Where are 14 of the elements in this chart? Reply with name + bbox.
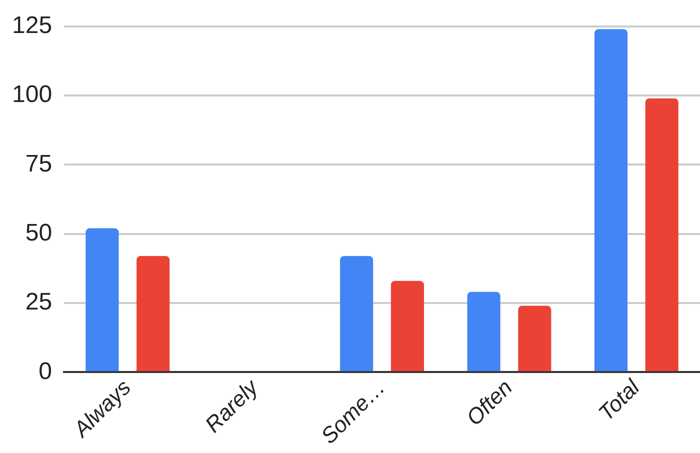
y-tick-label: 25 xyxy=(25,288,52,316)
y-tick-label: 50 xyxy=(25,219,52,246)
y-tick-label: 0 xyxy=(38,358,52,385)
bar xyxy=(340,256,374,372)
bar xyxy=(136,256,170,372)
bar xyxy=(86,228,119,372)
y-tick-label: 100 xyxy=(12,81,52,108)
bar xyxy=(594,29,628,372)
bar xyxy=(645,98,678,372)
bar xyxy=(390,280,424,372)
bar xyxy=(467,292,500,372)
y-tick-label: 75 xyxy=(25,150,52,178)
bar xyxy=(518,306,552,372)
y-tick-label: 125 xyxy=(12,12,52,40)
